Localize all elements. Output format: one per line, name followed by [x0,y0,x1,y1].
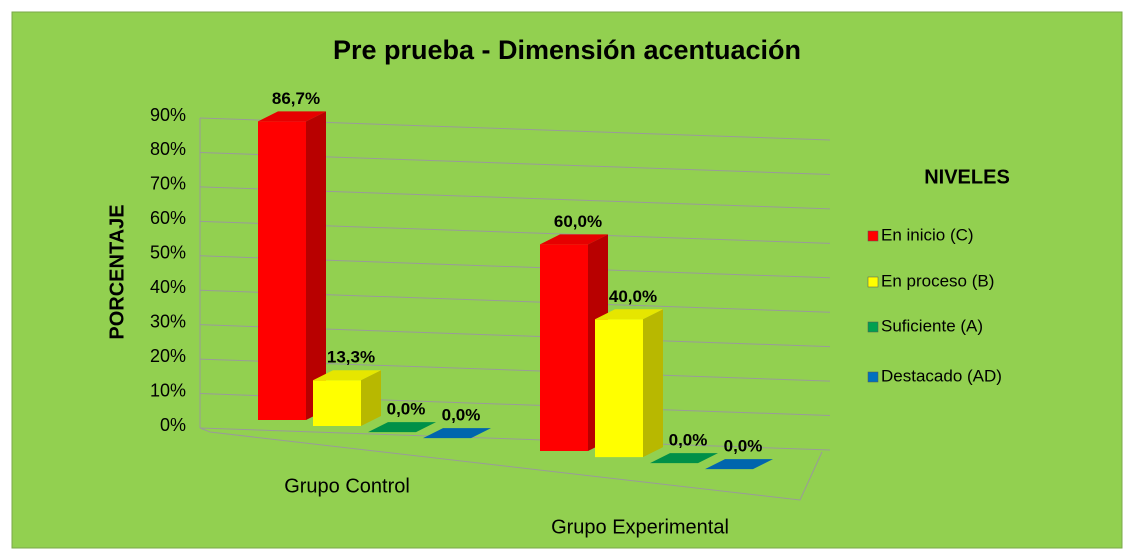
y-tick-label: 10% [150,380,186,400]
floor-edge [199,427,823,501]
bar-front [540,244,588,452]
value-label: 0,0% [387,400,426,419]
value-label: 86,7% [272,89,320,108]
bar [313,370,381,427]
value-label: 0,0% [724,437,763,456]
legend-label: Suficiente (A) [881,316,983,335]
chart-title: Pre prueba - Dimensión acentuación [333,35,801,65]
legend-title: NIVELES [924,166,1010,188]
legend-label: En proceso (B) [881,271,994,290]
bar-front [313,380,361,427]
bar-top [595,309,663,320]
legend-swatch [867,230,879,242]
bar-side [306,111,326,420]
y-tick-label: 90% [150,105,186,125]
legend-label: En inicio (C) [881,225,974,244]
bar-side [643,309,663,458]
bar-side [361,370,381,427]
y-tick-label: 20% [150,346,186,366]
y-tick-label: 40% [150,277,186,297]
y-tick-label: 80% [150,139,186,159]
legend-swatch [867,321,879,333]
grid-line [199,427,831,451]
bar-top [650,453,718,464]
bar-top [423,428,491,439]
y-tick-label: 50% [150,243,186,263]
y-tick-label: 30% [150,311,186,331]
y-tick-label: 60% [150,208,186,228]
bar [650,453,718,464]
bar [258,111,326,420]
y-tick-label: 70% [150,174,186,194]
legend-swatch [867,371,879,383]
bar-front [258,121,306,420]
legend-swatch [867,276,879,288]
legend-label: Destacado (AD) [881,366,1002,385]
y-axis-label: PORCENTAJE [106,204,128,339]
bar [368,422,436,433]
value-label: 0,0% [442,406,481,425]
bar-top [258,111,326,122]
value-label: 13,3% [327,348,375,367]
bar [595,309,663,458]
x-tick-label: Grupo Experimental [551,516,729,538]
bar-top [540,234,608,245]
value-label: 0,0% [669,431,708,450]
bar [705,459,773,470]
bar-front [595,319,643,458]
bar [423,428,491,439]
bar-top [368,422,436,433]
value-label: 40,0% [609,287,657,306]
y-tick-label: 0% [160,415,186,435]
bar-top [313,370,381,381]
value-label: 60,0% [554,212,602,231]
bar-top [705,459,773,470]
x-tick-label: Grupo Control [284,475,410,497]
